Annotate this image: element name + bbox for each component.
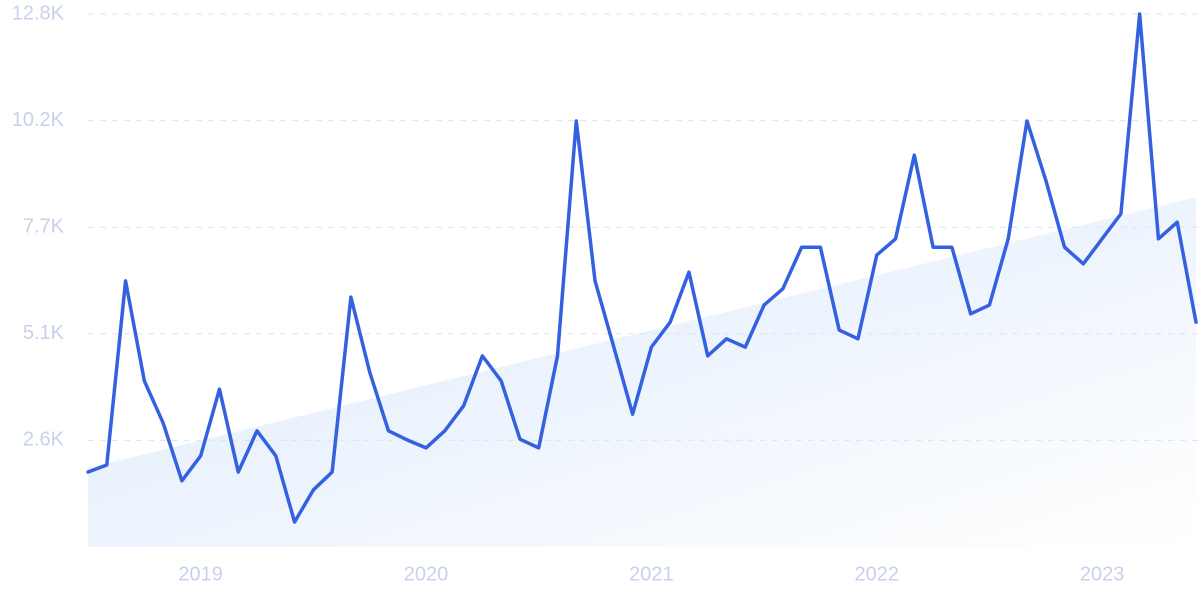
y-tick-label: 10.2K <box>12 109 65 131</box>
y-tick-label: 2.6K <box>23 429 65 451</box>
x-tick-label: 2019 <box>178 563 223 585</box>
x-tick-label: 2023 <box>1080 563 1125 585</box>
data-line <box>86 12 1198 524</box>
trend-area <box>88 197 1196 547</box>
x-tick-label: 2020 <box>404 563 449 585</box>
y-tick-label: 12.8K <box>12 2 65 24</box>
x-tick-label: 2021 <box>629 563 674 585</box>
y-tick-label: 7.7K <box>23 215 65 237</box>
x-tick-label: 2022 <box>854 563 899 585</box>
y-tick-label: 5.1K <box>23 322 65 344</box>
